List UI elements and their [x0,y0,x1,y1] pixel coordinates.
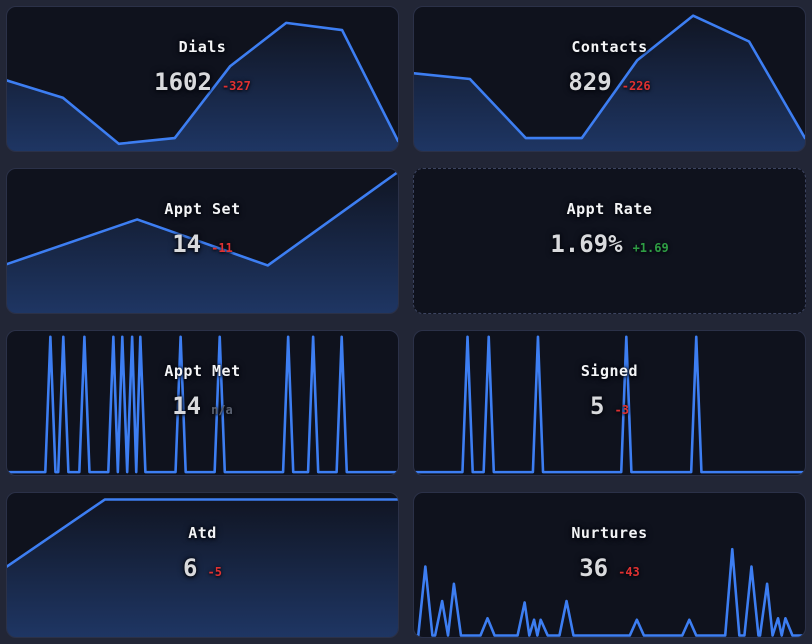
metric-card-appt-set[interactable]: Appt Set 14 -11 [6,168,399,314]
metric-card-appt-met[interactable]: Appt Met 14 n/a [6,330,399,476]
metric-card-nurtures[interactable]: Nurtures 36 -43 [413,492,806,638]
dials-sparkline-chart [7,21,398,151]
appt-met-sparkline-chart [7,335,398,474]
metric-card-atd[interactable]: Atd 6 -5 [6,492,399,638]
metric-card-dials[interactable]: Dials 1602 -327 [6,6,399,152]
metric-card-appt-rate[interactable]: Appt Rate 1.69% +1.69 [413,168,806,314]
nurtures-sparkline-chart [414,547,805,637]
appt-set-sparkline-chart [7,170,398,313]
atd-sparkline-chart [7,498,398,637]
metric-card-signed[interactable]: Signed 5 -3 [413,330,806,476]
signed-sparkline-chart [414,335,805,474]
metric-card-contacts[interactable]: Contacts 829 -226 [413,6,806,152]
contacts-sparkline-chart [414,14,805,151]
appt-rate-sparkline-chart [414,169,805,313]
